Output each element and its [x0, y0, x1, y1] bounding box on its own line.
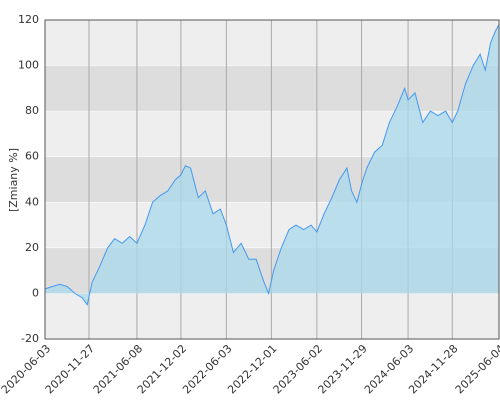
grid-band	[45, 65, 499, 112]
line	[44, 24, 500, 307]
y-tick-label: 60	[25, 150, 39, 163]
y-tick-label: 20	[25, 241, 39, 254]
y-tick-label: 0	[32, 286, 39, 299]
y-axis-label: [Zmiany %]	[7, 148, 20, 212]
grid-band	[45, 293, 499, 339]
y-tick-label: 80	[25, 104, 39, 117]
grid-band	[45, 20, 499, 66]
area-fill	[45, 24, 499, 305]
y-tick-label: 120	[18, 13, 39, 26]
plot-frame	[44, 19, 500, 340]
y-tick-label: -20	[21, 332, 39, 345]
x-tick-label: 2025-06-04	[453, 342, 500, 396]
y-tick-label: 40	[25, 195, 39, 208]
y-tick-label: 100	[18, 59, 39, 72]
